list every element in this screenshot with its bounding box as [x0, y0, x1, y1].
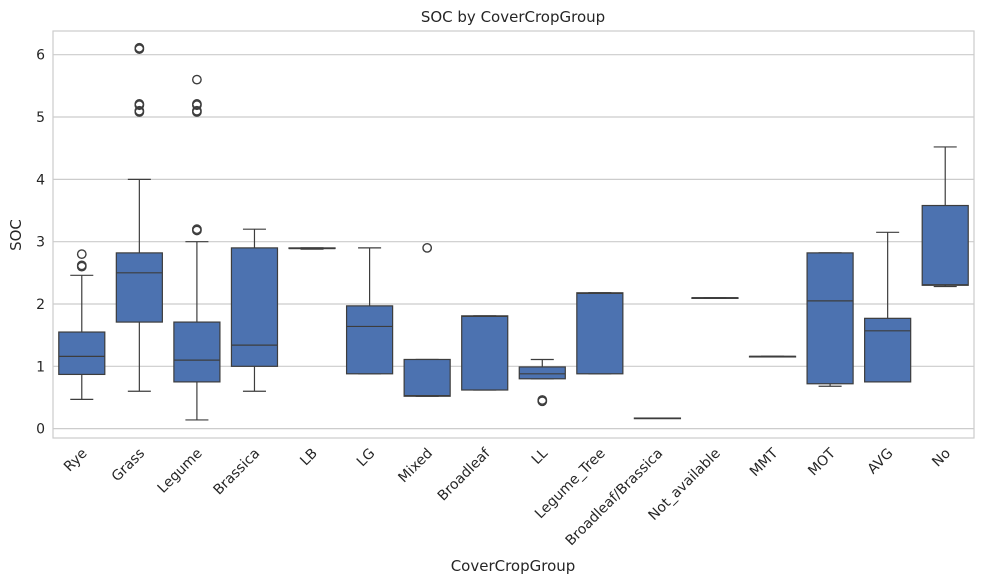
y-tick-label: 3: [36, 235, 45, 251]
outlier-point: [76, 249, 87, 260]
box-mixed: [403, 243, 451, 397]
box-rye: [58, 249, 106, 400]
x-tick-label: MMT: [747, 445, 782, 480]
y-tick-label: 2: [36, 297, 45, 313]
outlier-point: [134, 105, 145, 116]
outlier-point: [134, 42, 145, 53]
outlier-point: [192, 224, 202, 235]
x-tick-label: LG: [354, 446, 379, 471]
y-tick-label: 0: [36, 422, 45, 438]
plot-frame: [52, 30, 975, 439]
outlier-point: [192, 74, 202, 85]
box-broadleaf-brassica: [633, 417, 682, 420]
outlier-point: [192, 99, 202, 109]
x-tick-labels: Rye Grass Legume Brassica LB LG MixedBroadleaf…: [61, 445, 954, 549]
y-tick-label: 4: [36, 172, 45, 188]
outlier-point: [422, 243, 433, 253]
box-lg: [345, 247, 394, 375]
outlier-point: [537, 395, 548, 405]
x-tick-label: Legume: [155, 446, 206, 497]
box-legume-tree: [576, 292, 624, 375]
plot-area: [52, 30, 975, 439]
iqr-box: [173, 321, 221, 383]
outlier-point: [134, 99, 145, 109]
x-tick-label: LL: [529, 445, 551, 467]
box-avg: [864, 231, 912, 383]
box-series: [58, 42, 969, 421]
box-ll: [518, 358, 566, 407]
box-grass: [115, 42, 163, 392]
x-tick-label: AVG: [865, 446, 897, 478]
iqr-box: [576, 292, 624, 375]
y-tick-label: 6: [36, 48, 45, 64]
iqr-box: [864, 317, 912, 383]
box-legume: [173, 74, 221, 421]
y-axis-title: SOC: [7, 219, 25, 251]
x-tick-label: Broadleaf: [435, 445, 495, 505]
outlier-point: [76, 260, 87, 271]
x-tick-label: Brassica: [210, 446, 263, 499]
iqr-box: [345, 305, 394, 375]
iqr-box: [230, 247, 279, 367]
iqr-box: [58, 331, 106, 376]
chart-title: SOC by CoverCropGroup: [421, 8, 605, 26]
iqr-box: [518, 366, 566, 380]
x-tick-label: MOT: [805, 445, 839, 479]
iqr-box: [403, 358, 451, 397]
iqr-box: [115, 252, 163, 323]
iqr-box: [806, 252, 854, 385]
y-tick-label: 1: [36, 359, 45, 375]
x-tick-label: Mixed: [395, 446, 436, 487]
outlier-point: [192, 105, 202, 116]
x-tick-label: Broadleaf/Brassica: [563, 446, 667, 550]
box-not-available: [691, 297, 739, 299]
box-brassica: [230, 228, 279, 392]
iqr-box: [461, 315, 509, 391]
box-lb: [288, 247, 336, 250]
x-tick-label: Grass: [109, 446, 148, 485]
x-tick-label: Rye: [61, 446, 91, 476]
box-broadleaf: [461, 315, 509, 391]
x-tick-label: LB: [297, 446, 321, 470]
box-mmt: [748, 355, 797, 358]
x-tick-label: No: [929, 446, 954, 471]
box-mot: [806, 252, 854, 387]
box-no: [921, 146, 969, 288]
iqr-box: [921, 204, 969, 286]
x-axis-title: CoverCropGroup: [451, 557, 576, 575]
y-tick-label: 5: [36, 110, 45, 126]
